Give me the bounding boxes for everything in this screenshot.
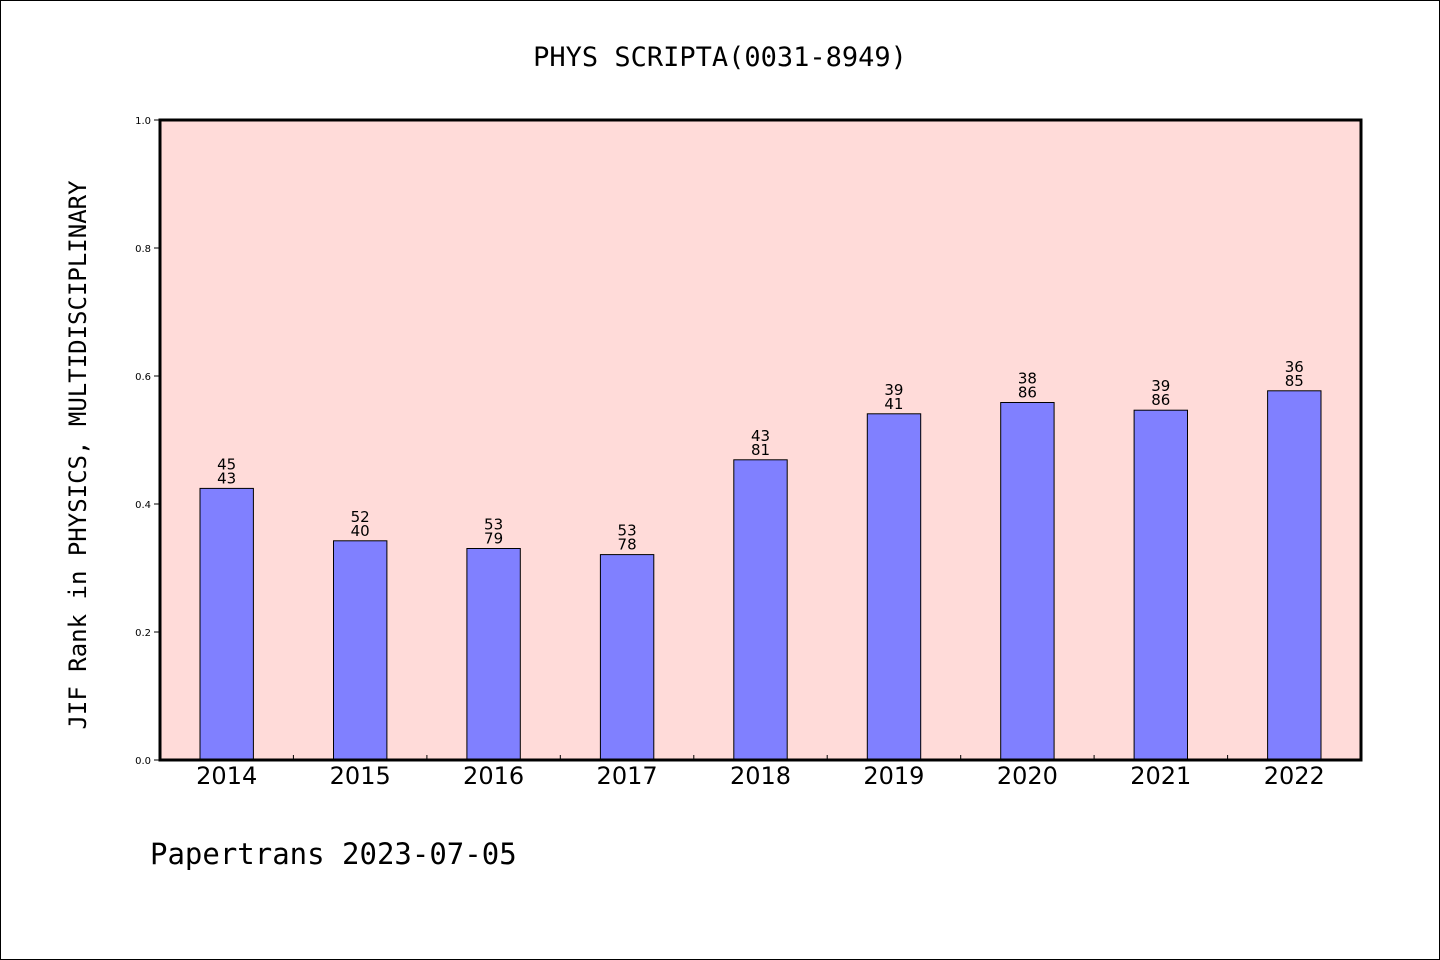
bar-label-2021-line1: 39 bbox=[1151, 377, 1170, 395]
bar-label-2017-line2: 78 bbox=[618, 536, 637, 554]
y-tick-label-0.8: 0.8 bbox=[135, 244, 151, 255]
bar-label-2014-line1: 45 bbox=[217, 455, 236, 473]
x-tick-label-2020: 2020 bbox=[997, 762, 1058, 790]
bar-label-2020-line1: 38 bbox=[1018, 370, 1037, 388]
y-tick-label-0.2: 0.2 bbox=[135, 628, 151, 639]
bar-2014 bbox=[199, 487, 254, 761]
bar-label-2019-line1: 39 bbox=[884, 381, 903, 399]
x-tick-label-2016: 2016 bbox=[463, 762, 524, 790]
y-tick-label-0.6: 0.6 bbox=[135, 372, 151, 383]
y-axis: 0.0 0.2 0.4 0.6 0.8 1.0 bbox=[135, 116, 160, 767]
bar-2020 bbox=[1000, 402, 1055, 761]
bar-2015 bbox=[333, 540, 388, 761]
bar-2018 bbox=[733, 459, 788, 761]
bar-2022 bbox=[1267, 390, 1322, 761]
bar-2019 bbox=[866, 413, 922, 761]
bar-2016 bbox=[466, 548, 521, 761]
bars-layer bbox=[199, 390, 1322, 761]
bar-label-2016-line1: 53 bbox=[484, 516, 503, 534]
bar-label-2018-line1: 43 bbox=[751, 427, 770, 445]
bar-label-2014-line2: 43 bbox=[217, 469, 236, 487]
x-tick-label-2017: 2017 bbox=[597, 762, 658, 790]
bar-label-2018-line2: 81 bbox=[751, 441, 770, 459]
bar-label-2022-line1: 36 bbox=[1285, 358, 1304, 376]
bar-label-2017-line1: 53 bbox=[618, 522, 637, 540]
y-tick-label-0.4: 0.4 bbox=[135, 500, 151, 511]
y-tick-label-0.0: 0.0 bbox=[135, 756, 151, 767]
plot-border bbox=[158, 118, 1363, 762]
bar-label-2021-line2: 86 bbox=[1151, 391, 1170, 409]
x-tick-label-2015: 2015 bbox=[330, 762, 391, 790]
bar-label-2015-line2: 40 bbox=[351, 522, 370, 540]
bar-2021 bbox=[1133, 409, 1188, 761]
bar-2017 bbox=[599, 554, 655, 761]
bar-label-2016-line2: 79 bbox=[484, 530, 503, 548]
bar-label-2015-line1: 52 bbox=[351, 508, 370, 526]
x-tick-label-2022: 2022 bbox=[1264, 762, 1325, 790]
bar-label-2019-line2: 41 bbox=[884, 395, 903, 413]
x-tick-label-2019: 2019 bbox=[863, 762, 924, 790]
x-tick-label-2021: 2021 bbox=[1130, 762, 1191, 790]
footer-credit: Papertrans 2023-07-05 bbox=[150, 837, 517, 871]
y-axis-label: JIF Rank in PHYSICS, MULTIDISCIPLINARY bbox=[64, 180, 92, 730]
x-tick-label-2014: 2014 bbox=[196, 762, 257, 790]
bar-label-2022-line2: 85 bbox=[1285, 372, 1304, 390]
x-tick-label-2018: 2018 bbox=[730, 762, 791, 790]
chart-title: PHYS SCRIPTA(0031-8949) bbox=[533, 42, 907, 73]
y-tick-label-1.0: 1.0 bbox=[135, 116, 151, 127]
x-axis: 2014 2015 2016 2017 2018 2019 2020 2021 2022 bbox=[196, 755, 1325, 790]
bar-label-2020-line2: 86 bbox=[1018, 384, 1037, 402]
